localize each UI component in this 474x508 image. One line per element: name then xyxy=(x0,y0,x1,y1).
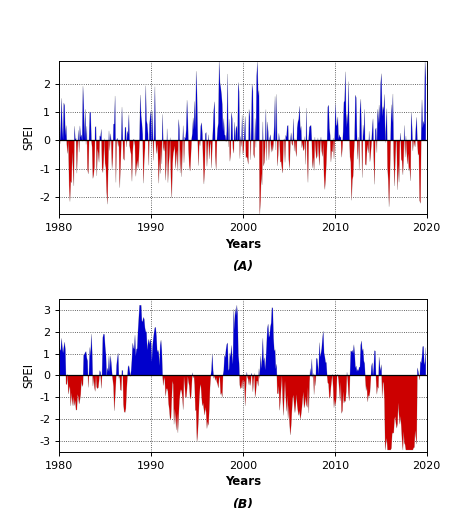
X-axis label: Years: Years xyxy=(225,475,261,488)
Text: (A): (A) xyxy=(232,261,254,273)
Y-axis label: SPEI: SPEI xyxy=(22,125,35,150)
Text: (B): (B) xyxy=(232,498,254,508)
X-axis label: Years: Years xyxy=(225,238,261,250)
Y-axis label: SPEI: SPEI xyxy=(22,363,35,388)
